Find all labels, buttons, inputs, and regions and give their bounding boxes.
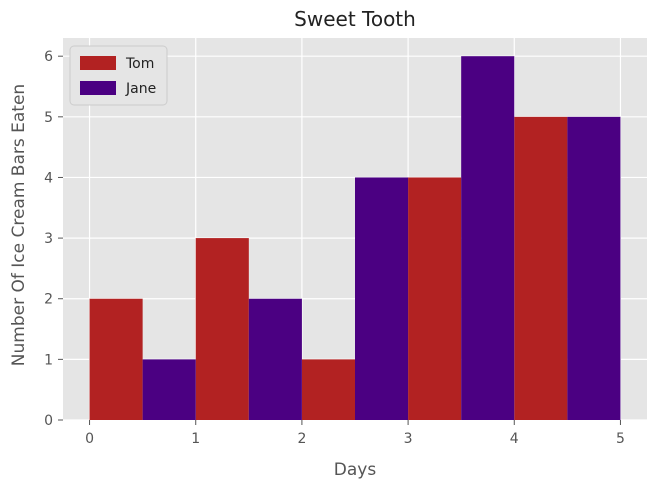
- y-tick-label: 3: [44, 231, 53, 247]
- x-tick-label: 1: [191, 431, 200, 447]
- x-tick-label: 5: [616, 431, 625, 447]
- x-tick-label: 2: [297, 431, 306, 447]
- bar-jane: [355, 177, 409, 420]
- bar-tom: [301, 359, 355, 420]
- y-tick-label: 0: [44, 413, 53, 429]
- bar-tom: [514, 116, 568, 421]
- y-tick-label: 2: [44, 292, 53, 308]
- bars: [89, 56, 621, 421]
- legend-swatch-jane: [80, 81, 116, 95]
- chart-title: Sweet Tooth: [294, 7, 416, 31]
- bar-jane: [567, 116, 621, 421]
- y-tick-label: 1: [44, 352, 53, 368]
- x-tick-label: 0: [85, 431, 94, 447]
- x-ticks: 0 1 2 3 4 5: [85, 420, 625, 447]
- bar-jane: [461, 56, 515, 420]
- y-axis-label: Number Of Ice Cream Bars Eaten: [9, 84, 29, 366]
- legend: Tom Jane: [69, 45, 168, 106]
- legend-label-jane: Jane: [125, 81, 156, 97]
- bar-jane: [142, 359, 196, 420]
- legend-label-tom: Tom: [125, 56, 154, 72]
- legend-swatch-tom: [80, 56, 116, 70]
- x-tick-label: 3: [404, 431, 413, 447]
- bar-tom: [195, 238, 249, 420]
- y-ticks: 0 1 2 3 4 5 6: [44, 49, 63, 429]
- bar-tom: [89, 298, 143, 420]
- y-tick-label: 4: [44, 170, 53, 186]
- y-tick-label: 6: [44, 49, 53, 65]
- bar-jane: [248, 298, 302, 420]
- y-tick-label: 5: [44, 110, 53, 126]
- bar-tom: [408, 177, 462, 420]
- x-axis-label: Days: [334, 460, 377, 480]
- x-tick-label: 4: [510, 431, 519, 447]
